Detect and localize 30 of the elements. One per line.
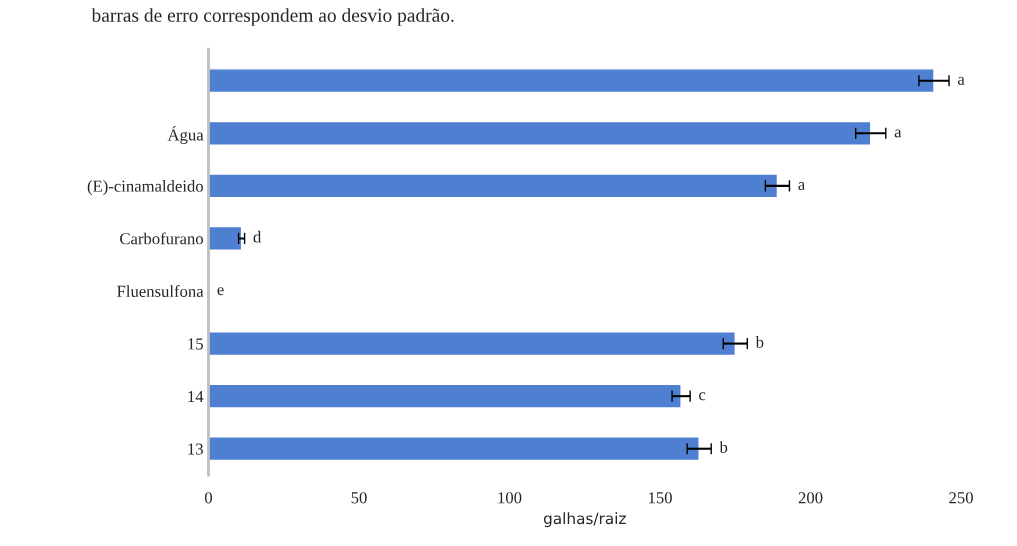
bar xyxy=(208,383,682,409)
bar xyxy=(208,173,779,199)
x-tick-label: 150 xyxy=(649,492,672,504)
x-tick-label: 200 xyxy=(798,492,823,504)
y-tick-label: Fluensulfona xyxy=(117,285,204,297)
annotation: b xyxy=(755,336,764,348)
bar xyxy=(208,331,736,357)
y-tick-label: Carbofurano xyxy=(120,232,203,245)
bar xyxy=(208,436,700,462)
x-axis-title: galhas/raiz xyxy=(543,512,626,528)
text: barras de erro correspondem ao desvio padrão. xyxy=(91,8,454,26)
annotation: a xyxy=(957,76,965,85)
y-tick-label: 13 xyxy=(188,443,203,455)
y-tick-label: 15 xyxy=(188,338,203,350)
x-tick-label: 0 xyxy=(204,492,213,504)
annotation: b xyxy=(719,441,728,453)
annotation: c xyxy=(699,392,706,401)
bar xyxy=(208,120,872,146)
annotation: d xyxy=(253,230,262,243)
y-tick-label: Água xyxy=(167,126,204,144)
bar xyxy=(208,68,935,94)
annotation: a xyxy=(798,182,805,191)
y-tick-label: (E)-cinamaldeido xyxy=(87,180,203,196)
x-tick-label: 250 xyxy=(949,492,973,504)
bar xyxy=(208,225,243,251)
x-tick-label: 50 xyxy=(351,492,367,504)
annotation: a xyxy=(894,129,902,138)
y-tick-label: 14 xyxy=(188,390,204,402)
annotation: e xyxy=(217,287,224,296)
x-tick-label: 100 xyxy=(498,492,522,504)
